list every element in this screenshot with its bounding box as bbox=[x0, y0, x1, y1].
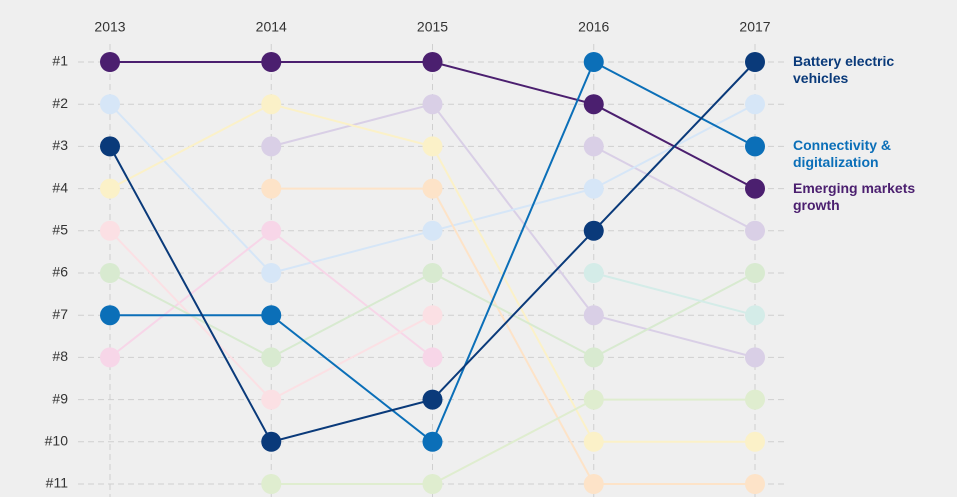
point bbox=[100, 136, 120, 157]
y-tick-label: #2 bbox=[52, 95, 68, 111]
point bbox=[422, 94, 443, 115]
point bbox=[422, 136, 443, 157]
point bbox=[583, 389, 604, 410]
series-label: Emerging markets growth bbox=[793, 179, 916, 213]
point bbox=[261, 305, 282, 326]
y-tick-label: #7 bbox=[52, 306, 68, 322]
point bbox=[583, 347, 604, 368]
series-label: Battery electric vehicles bbox=[793, 53, 895, 86]
point bbox=[745, 431, 765, 452]
y-tick-label: #10 bbox=[45, 433, 69, 449]
point bbox=[745, 220, 765, 241]
point bbox=[261, 431, 282, 452]
point bbox=[745, 474, 765, 494]
point bbox=[422, 474, 443, 494]
series-line bbox=[271, 398, 755, 485]
point bbox=[745, 178, 765, 199]
point bbox=[100, 52, 120, 72]
point bbox=[422, 431, 443, 452]
y-tick-label: #6 bbox=[52, 264, 68, 280]
point bbox=[422, 263, 443, 283]
point bbox=[422, 347, 443, 368]
point bbox=[100, 263, 120, 283]
y-tick-label: #9 bbox=[52, 390, 68, 406]
point bbox=[422, 178, 443, 199]
point bbox=[583, 136, 604, 157]
point bbox=[745, 347, 765, 368]
point bbox=[583, 52, 604, 72]
series-line bbox=[271, 187, 755, 485]
point bbox=[583, 178, 604, 199]
point bbox=[745, 389, 765, 410]
y-tick-label: #3 bbox=[52, 137, 68, 153]
point bbox=[583, 474, 604, 494]
point bbox=[261, 94, 282, 115]
point bbox=[261, 178, 282, 199]
point bbox=[422, 305, 443, 326]
point bbox=[583, 94, 604, 115]
point bbox=[745, 305, 765, 326]
point bbox=[745, 136, 765, 157]
series-line bbox=[593, 272, 756, 317]
point bbox=[745, 263, 765, 283]
point bbox=[100, 220, 120, 241]
x-tick-label: 2015 bbox=[417, 19, 448, 35]
point bbox=[422, 389, 443, 410]
point bbox=[261, 474, 282, 494]
y-tick-label: #11 bbox=[46, 475, 69, 491]
point bbox=[261, 263, 282, 283]
point bbox=[583, 431, 604, 452]
point bbox=[261, 52, 282, 72]
point bbox=[422, 52, 443, 72]
x-tick-label: 2014 bbox=[256, 19, 287, 35]
point bbox=[583, 220, 604, 241]
x-tick-label: 2013 bbox=[94, 19, 125, 35]
y-tick-label: #5 bbox=[52, 222, 68, 238]
point bbox=[261, 220, 282, 241]
x-tick-label: 2016 bbox=[578, 19, 609, 35]
y-tick-label: #1 bbox=[52, 53, 68, 69]
x-tick-label: 2017 bbox=[739, 19, 770, 35]
series-line bbox=[593, 145, 756, 232]
point bbox=[745, 52, 765, 72]
point bbox=[422, 220, 443, 241]
series-label: Connectivity & digitalization bbox=[793, 137, 892, 171]
point bbox=[583, 305, 604, 326]
point bbox=[100, 305, 120, 326]
point bbox=[100, 178, 120, 199]
point bbox=[745, 94, 765, 115]
y-tick-label: #8 bbox=[52, 348, 68, 364]
point bbox=[100, 347, 120, 368]
y-tick-label: #4 bbox=[52, 179, 68, 195]
point bbox=[261, 389, 282, 410]
point bbox=[261, 347, 282, 368]
point bbox=[583, 263, 604, 283]
point bbox=[100, 94, 120, 115]
point bbox=[261, 136, 282, 157]
